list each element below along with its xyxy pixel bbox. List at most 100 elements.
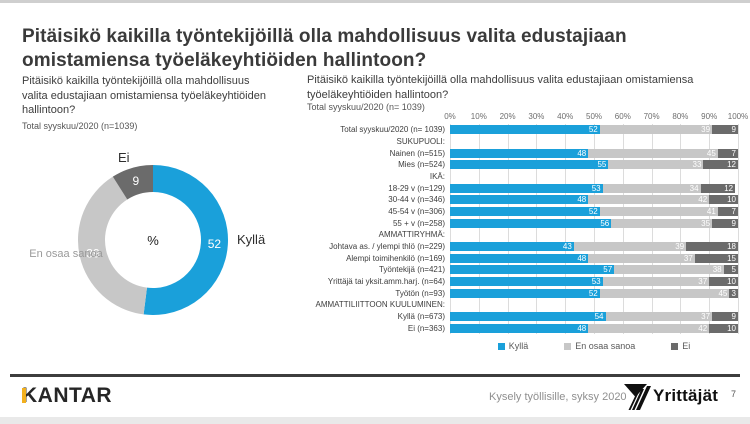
- bar-row: Kyllä (n=673) 54 37 9: [307, 311, 738, 323]
- bar-row-label: 45-54 v (n=306): [388, 207, 445, 217]
- bar-segment: 48: [450, 323, 589, 333]
- x-axis-tick: 40%: [557, 112, 574, 121]
- bar-row-label: SUKUPUOLI:: [396, 137, 445, 146]
- left-sample-note: Total syyskuu/2020 (n=1039): [22, 121, 138, 131]
- bar-segment: 55: [450, 160, 609, 170]
- right-sample-note: Total syyskuu/2020 (n= 1039): [307, 102, 425, 112]
- group-header-row: SUKUPUOLI:: [307, 136, 738, 148]
- bar-track: 52 39 9: [450, 125, 738, 135]
- bar-segment: 41: [599, 207, 718, 217]
- bar-segment: 52: [450, 207, 600, 217]
- bar-segment: 57: [450, 265, 615, 275]
- donut-svg: 52 39 9: [78, 165, 228, 315]
- bar-segment: 48: [450, 195, 589, 205]
- bar-track: 43 39 18: [450, 242, 738, 252]
- bar-row-label: Alempi toimihenkilö (n=169): [346, 253, 445, 263]
- bar-track: [450, 137, 738, 146]
- bar-segment: 54: [450, 312, 606, 322]
- bar-segment: 52: [450, 125, 600, 135]
- x-axis-tick: 50%: [585, 112, 603, 121]
- bar-row: Työtön (n=93) 52 45 3: [307, 287, 738, 299]
- footer-divider: [10, 374, 740, 377]
- page-title-line1: Pitäisikö kaikilla työntekijöillä olla m…: [22, 26, 627, 47]
- bar-row: 18-29 v (n=129) 53 34 12: [307, 182, 738, 194]
- bar-row-label: 30-44 v (n=346): [388, 195, 445, 205]
- page-title: Pitäisikö kaikilla työntekijöillä olla m…: [22, 25, 728, 74]
- donut-label-ei: Ei: [118, 150, 130, 165]
- bar-segment: 35: [611, 218, 713, 228]
- kantar-logo-yellow-bar: [22, 388, 26, 403]
- bar-track: [450, 172, 738, 181]
- bar-track: 55 33 12: [450, 160, 738, 170]
- bar-segment: 53: [450, 183, 603, 193]
- bar-row-label: 55 + v (n=258): [392, 218, 445, 228]
- bar-segment: 53: [450, 277, 603, 287]
- bar-segment: 37: [605, 312, 713, 322]
- gridline: [450, 124, 451, 334]
- bar-row: Alempi toimihenkilö (n=169) 48 37 15: [307, 252, 738, 264]
- bar-rows: Total syyskuu/2020 (n= 1039) 52 39 9 SUKUPUO…: [307, 124, 738, 334]
- bar-segment: 45: [599, 288, 730, 298]
- bar-segment: 42: [588, 195, 710, 205]
- bar-segment: 12: [700, 183, 736, 193]
- gridline: [478, 124, 480, 334]
- page-title-line2: omistamiensa työeläkeyhtiöiden hallintoo…: [22, 50, 427, 72]
- bar-segment: 9: [712, 312, 738, 322]
- footer-note: Kysely työllisille, syksy 2020: [489, 391, 627, 403]
- x-axis-tick: 0%: [444, 112, 456, 121]
- bar-segment: 43: [450, 242, 574, 252]
- bar-segment: 45: [588, 148, 718, 158]
- bar-segment: 10: [709, 277, 738, 287]
- bar-row-label: Työtön (n=93): [395, 288, 445, 298]
- legend-item: En osaa sanoa: [564, 341, 635, 351]
- bar-row: Johtava as. / ylempi thlö (n=229) 43 39 18: [307, 241, 738, 253]
- gridline: [680, 124, 682, 334]
- donut-segment-kyll-: [143, 165, 228, 315]
- kantar-logo-text: KANTAR: [22, 384, 113, 407]
- gridline: [651, 124, 653, 334]
- yrittajat-flag-icon: [624, 384, 651, 410]
- x-axis: 0% 10% 20% 30% 40% 50% 60% 70% 80% 90% 100%: [444, 112, 748, 124]
- x-axis-tick: 20%: [499, 112, 516, 121]
- legend-label: En osaa sanoa: [575, 341, 636, 351]
- bar-track: 48 42 10: [450, 323, 738, 333]
- bar-segment: 15: [694, 253, 738, 263]
- bar-track: 53 37 10: [450, 277, 738, 287]
- bar-segment: 56: [450, 218, 612, 228]
- gridlines: [450, 124, 739, 334]
- bar-track: [450, 230, 738, 239]
- bar-track: 53 34 12: [450, 183, 738, 193]
- bar-row-label: 18-29 v (n=129): [388, 183, 445, 193]
- legend-label: Ei: [682, 341, 691, 351]
- bar-segment: 5: [723, 265, 738, 275]
- bar-row: 45-54 v (n=306) 52 41 7: [307, 206, 738, 218]
- chart-legend: Kyllä En osaa sanoa Ei: [450, 341, 738, 351]
- gridline: [565, 124, 567, 334]
- bar-track: 48 42 10: [450, 195, 738, 205]
- donut-value-label: 9: [132, 174, 139, 188]
- gridline: [738, 124, 739, 334]
- bar-segment: 12: [703, 160, 738, 170]
- bar-row-label: Total syyskuu/2020 (n= 1039): [340, 125, 445, 135]
- bar-row: Ei (n=363) 48 42 10: [307, 322, 738, 334]
- bar-row-label: IKÄ:: [429, 172, 445, 182]
- bar-row-label: AMMATTILIITTOON KUULUMINEN:: [315, 300, 446, 310]
- gridline: [594, 124, 595, 334]
- bar-segment: 37: [588, 253, 695, 263]
- donut-chart: 52 39 9: [78, 165, 228, 315]
- group-header-row: AMMATTILIITTOON KUULUMINEN:: [307, 299, 738, 311]
- x-axis-tick: 60%: [614, 112, 631, 121]
- left-question-subtitle: Pitäisikö kaikilla työntekijöillä olla m…: [22, 75, 266, 117]
- bar-row-label: Mies (n=524): [398, 160, 445, 170]
- bar-segment: 3: [729, 288, 738, 298]
- bar-track: 52 45 3: [450, 288, 738, 298]
- bar-track: 57 38 5: [450, 265, 738, 275]
- bar-row: Total syyskuu/2020 (n= 1039) 52 39 9: [307, 124, 738, 136]
- bar-segment: 38: [614, 265, 724, 275]
- bar-segment: 39: [599, 125, 713, 135]
- bar-row-label: Nainen (n=515): [389, 148, 445, 158]
- bar-segment: 48: [450, 253, 589, 263]
- donut-value-label: 52: [208, 237, 222, 251]
- legend-swatch: [564, 342, 572, 350]
